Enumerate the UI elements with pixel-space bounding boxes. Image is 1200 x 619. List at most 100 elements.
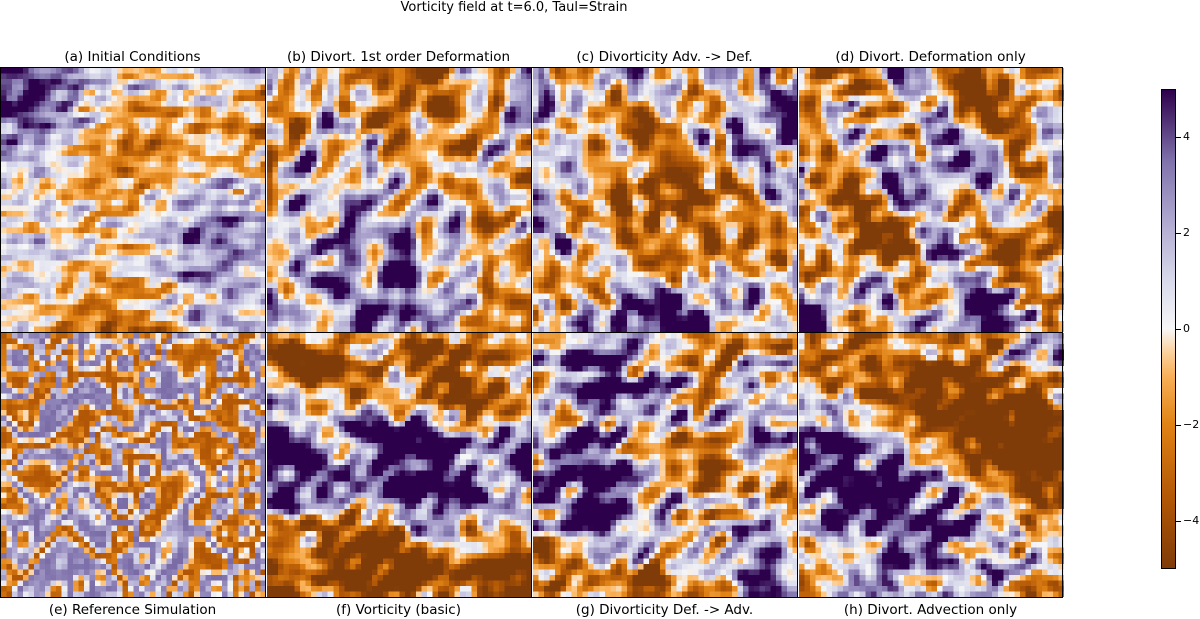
heatmap-cell [726,84,733,91]
heatmap-cell [344,260,351,267]
heatmap-cell [327,304,334,311]
heatmap-cell [493,150,500,157]
heatmap-cell [520,178,527,184]
heatmap-cell [72,106,79,113]
heatmap-cell [316,310,323,316]
heatmap-cell [460,282,467,289]
heatmap-cell [471,183,478,190]
heatmap-cell [405,194,411,201]
heatmap-cell [294,315,301,322]
heatmap-cell [305,167,312,173]
heatmap-cell [333,123,340,129]
heatmap-cell [194,183,201,190]
heatmap-cell [111,189,118,195]
heatmap-cell [487,68,494,74]
heatmap-cell [687,95,694,102]
heatmap-cell [333,73,340,80]
heatmap-cell [249,106,256,113]
heatmap-cell [515,310,522,316]
heatmap-cell [432,244,439,250]
heatmap-cell [526,106,532,113]
heatmap-cell [127,233,134,239]
heatmap-cell [360,255,367,261]
heatmap-cell [405,222,411,228]
heatmap-cell [377,304,384,311]
heatmap-cell [493,172,500,179]
heatmap-cell [560,68,567,74]
heatmap-cell [28,128,35,135]
heatmap-cell [687,84,694,91]
heatmap-cell [460,222,467,228]
heatmap-cell [377,150,384,157]
heatmap-cell [139,90,145,96]
heatmap-cell [17,238,24,245]
heatmap-cell [438,293,445,300]
heatmap-cell [221,299,228,305]
heatmap-cell [333,128,340,135]
heatmap-cell [23,249,29,256]
heatmap-cell [382,277,389,283]
heatmap-cell [227,117,234,124]
heatmap-cell [449,106,456,113]
heatmap-cell [221,68,228,74]
heatmap-cell [626,68,633,74]
heatmap-cell [449,84,456,91]
heatmap-cell [476,293,483,300]
heatmap-cell [498,321,505,327]
heatmap-cell [432,139,439,146]
heatmap-cell [17,326,24,332]
heatmap-cell [83,178,90,184]
heatmap-cell [272,106,279,113]
heatmap-cell [210,128,217,135]
heatmap-cell [155,266,162,272]
heatmap-cell [150,79,156,85]
heatmap-cell [100,277,107,283]
heatmap-cell [344,282,351,289]
heatmap-cell [432,282,439,289]
heatmap-cell [216,205,223,212]
heatmap-cell [449,194,456,201]
heatmap-cell [753,84,760,91]
heatmap-cell [39,145,46,151]
heatmap-cell [693,106,700,113]
heatmap-cell [177,106,184,113]
heatmap-cell [693,68,700,74]
heatmap-cell [498,178,505,184]
heatmap-cell [1,178,7,184]
heatmap-cell [50,161,57,168]
heatmap-cell [526,150,532,157]
heatmap-cell [254,282,261,289]
heatmap-cell [111,205,118,212]
heatmap-cell [122,73,129,80]
heatmap-cell [460,321,467,327]
heatmap-cell [39,128,46,135]
heatmap-cell [338,161,345,168]
heatmap-cell [726,68,733,74]
heatmap-cell [12,139,18,146]
heatmap-cell [278,178,284,184]
heatmap-cell [249,255,256,261]
heatmap-cell [355,134,362,140]
heatmap-cell [183,123,190,129]
heatmap-cell [416,271,422,278]
heatmap-cell [405,293,411,300]
heatmap-cell [305,299,312,305]
heatmap-cell [349,304,356,311]
heatmap-cell [278,79,284,85]
heatmap-cell [150,106,156,113]
heatmap-cell [582,101,589,107]
heatmap-cell [515,233,522,239]
heatmap-cell [421,68,428,74]
heatmap-cell [105,282,112,289]
heatmap-cell [139,321,145,327]
heatmap-cell [61,238,68,245]
heatmap-cell [100,172,107,179]
heatmap-cell [526,255,532,261]
heatmap-cell [232,266,239,272]
heatmap-cell [305,106,312,113]
heatmap-cell [133,326,140,332]
heatmap-cell [360,178,367,184]
heatmap-cell [194,128,201,135]
heatmap-cell [305,211,312,217]
heatmap-cell [366,244,373,250]
